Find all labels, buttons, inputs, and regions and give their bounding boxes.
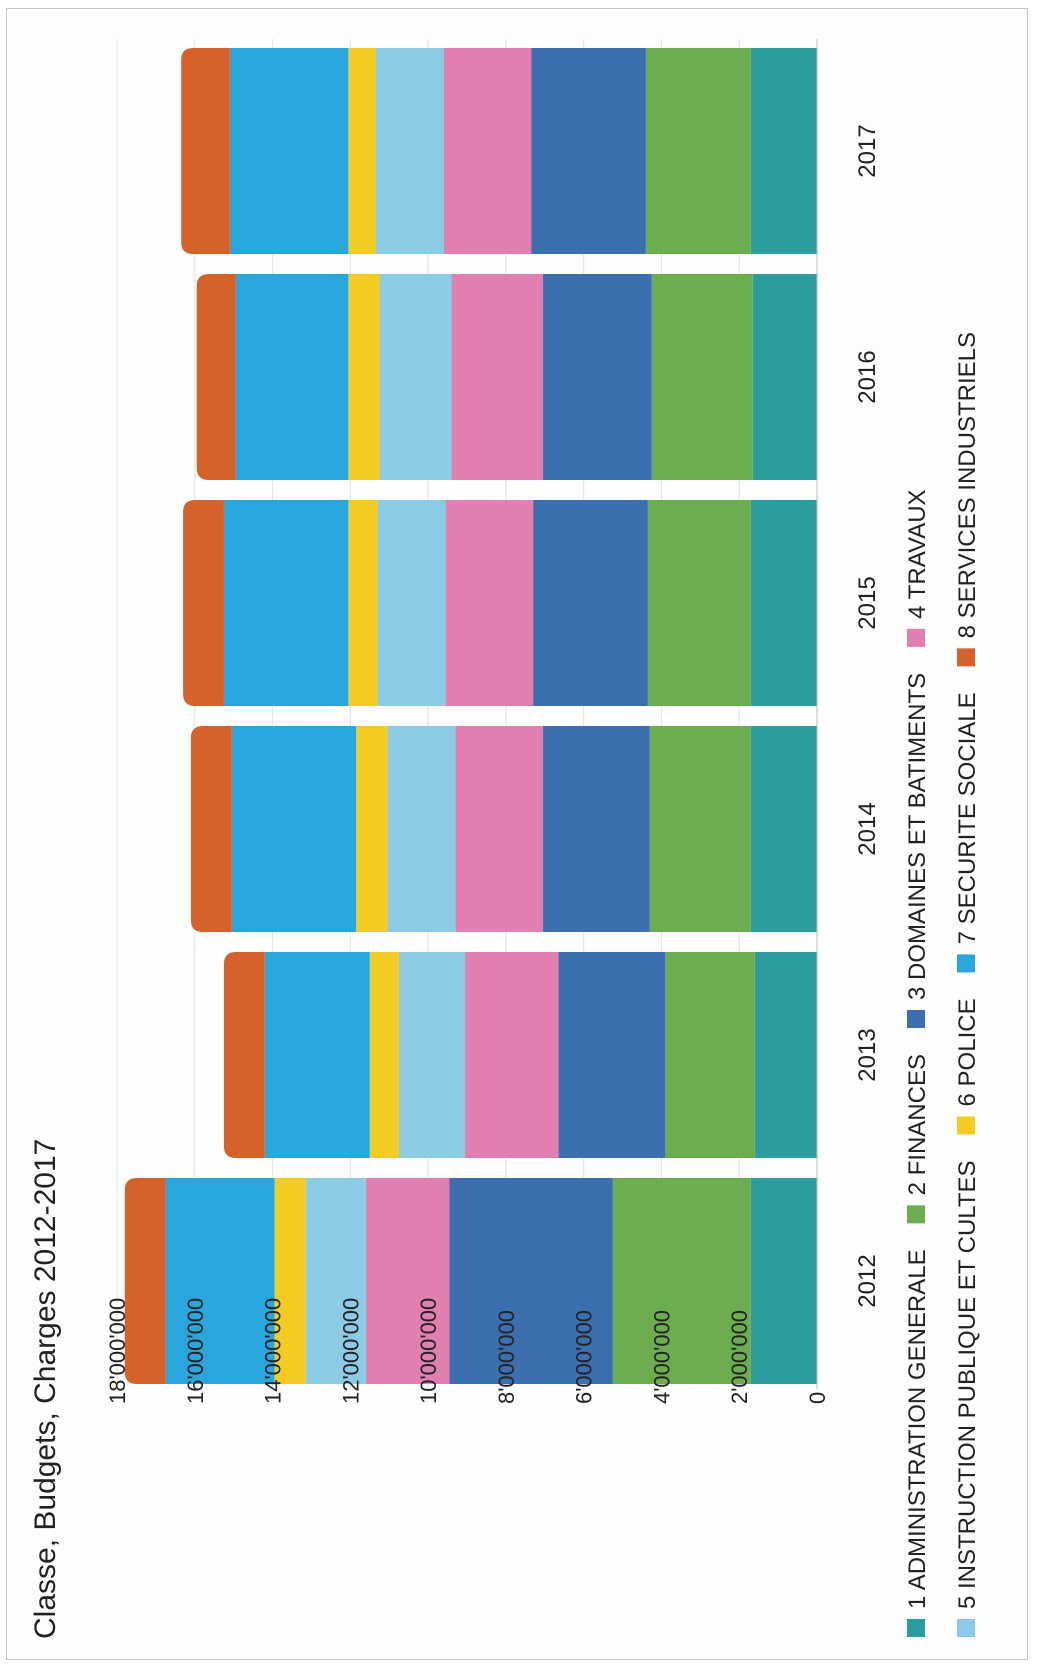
x-tick-label: 2013 [854, 1028, 881, 1081]
bar-segment [165, 1178, 275, 1384]
bar-segment [542, 726, 650, 932]
bar-segment [665, 952, 755, 1158]
legend-swatch [957, 648, 975, 667]
y-tick-label: 12'000'000 [338, 1298, 363, 1404]
bar-segment [348, 274, 380, 480]
chart-title: Classe, Budgets, Charges 2012-2017 [29, 1139, 62, 1639]
bar-segment [752, 274, 817, 480]
legend-layer: 1 ADMINISTRATION GENERALE 2 FINANCES 3 DOM… [904, 332, 981, 1637]
bars-layer [124, 48, 817, 1384]
bar-segment [750, 1178, 817, 1384]
legend-label: 5 INSTRUCTION PUBLIQUE ET CULTES [954, 1160, 981, 1609]
grid-layer [116, 39, 818, 1389]
y-tick-label: 6'000'000 [572, 1310, 597, 1404]
y-tick-label: 14'000'000 [261, 1298, 286, 1404]
bar-segment [750, 500, 817, 706]
bar-segment [196, 274, 236, 480]
x-tick-label: 2014 [854, 802, 881, 855]
bar-segment [451, 274, 543, 480]
bar-segment [750, 726, 817, 932]
y-tick-label: 8'000'000 [494, 1310, 519, 1404]
bar-segment [124, 1178, 166, 1384]
bar-segment [348, 500, 378, 706]
legend-label: 8 SERVICES INDUSTRIELS [954, 332, 981, 638]
legend-swatch [957, 1116, 975, 1135]
y-tick-label: 18'000'000 [105, 1298, 130, 1404]
chart-frame: 0 2'000'000 4'000'000 6'000'000 8'000'000 10'… [6, 8, 1028, 1660]
bar-segment [533, 500, 648, 706]
legend-swatch [957, 954, 975, 973]
bar-segment [651, 274, 753, 480]
y-tick-label: 4'000'000 [649, 1310, 674, 1404]
y-tick-label: 0 [805, 1392, 830, 1404]
bar-segment [379, 274, 452, 480]
bar-segment [542, 274, 652, 480]
legend-label: 2 FINANCES [904, 1054, 931, 1195]
y-tick-label: 16'000'000 [183, 1298, 208, 1404]
legend-swatch [907, 628, 925, 647]
legend-label: 1 ADMINISTRATION GENERALE [904, 1249, 931, 1609]
bar-segment [375, 48, 444, 254]
legend-label: 3 DOMAINES ET BATIMENTS [904, 673, 931, 1000]
x-tick-label: 2015 [854, 576, 881, 629]
bar-segment [398, 952, 466, 1158]
bar-segment [229, 48, 349, 254]
x-tick-label: 2017 [854, 124, 881, 177]
bar-segment [305, 1178, 366, 1384]
axis-layer: 0 2'000'000 4'000'000 6'000'000 8'000'000 10'… [105, 39, 881, 1404]
bar-segment [235, 274, 349, 480]
y-tick-label: 2'000'000 [727, 1310, 752, 1404]
legend-swatch [907, 1205, 925, 1224]
bar-segment [531, 48, 646, 254]
legend-label: 4 TRAVAUX [904, 489, 931, 618]
bar-segment [645, 48, 751, 254]
bar-segment [264, 952, 370, 1158]
bar-segment [369, 952, 399, 1158]
legend-label: 6 POLICE [954, 998, 981, 1106]
bar-segment [183, 500, 224, 706]
bar-segment [231, 726, 357, 932]
bar-segment [181, 48, 230, 254]
bar-segment [356, 726, 388, 932]
bar-segment [647, 500, 751, 706]
bar-segment [445, 500, 534, 706]
bar-segment [449, 1178, 613, 1384]
x-tick-label: 2012 [854, 1254, 881, 1307]
bar-segment [465, 952, 559, 1158]
bar-segment [754, 952, 817, 1158]
bar-segment [612, 1178, 751, 1384]
bar-segment [348, 48, 376, 254]
bar-segment [750, 48, 817, 254]
legend-swatch [907, 1010, 925, 1028]
bar-segment [223, 500, 349, 706]
chart-svg: 0 2'000'000 4'000'000 6'000'000 8'000'000 10'… [29, 39, 981, 1639]
bar-segment [558, 952, 666, 1158]
x-tick-label: 2016 [854, 350, 881, 403]
bar-segment [443, 48, 532, 254]
legend-swatch [907, 1619, 925, 1637]
bar-segment [190, 726, 232, 932]
bar-segment [223, 952, 265, 1158]
bar-segment [274, 1178, 306, 1384]
bar-segment [387, 726, 456, 932]
bar-segment [377, 500, 446, 706]
bar-segment [649, 726, 751, 932]
legend-label: 7 SECURITE SOCIALE [954, 692, 981, 944]
bar-segment [365, 1178, 450, 1384]
legend-swatch [957, 1619, 975, 1637]
y-tick-label: 10'000'000 [416, 1298, 441, 1404]
bar-segment [455, 726, 543, 932]
